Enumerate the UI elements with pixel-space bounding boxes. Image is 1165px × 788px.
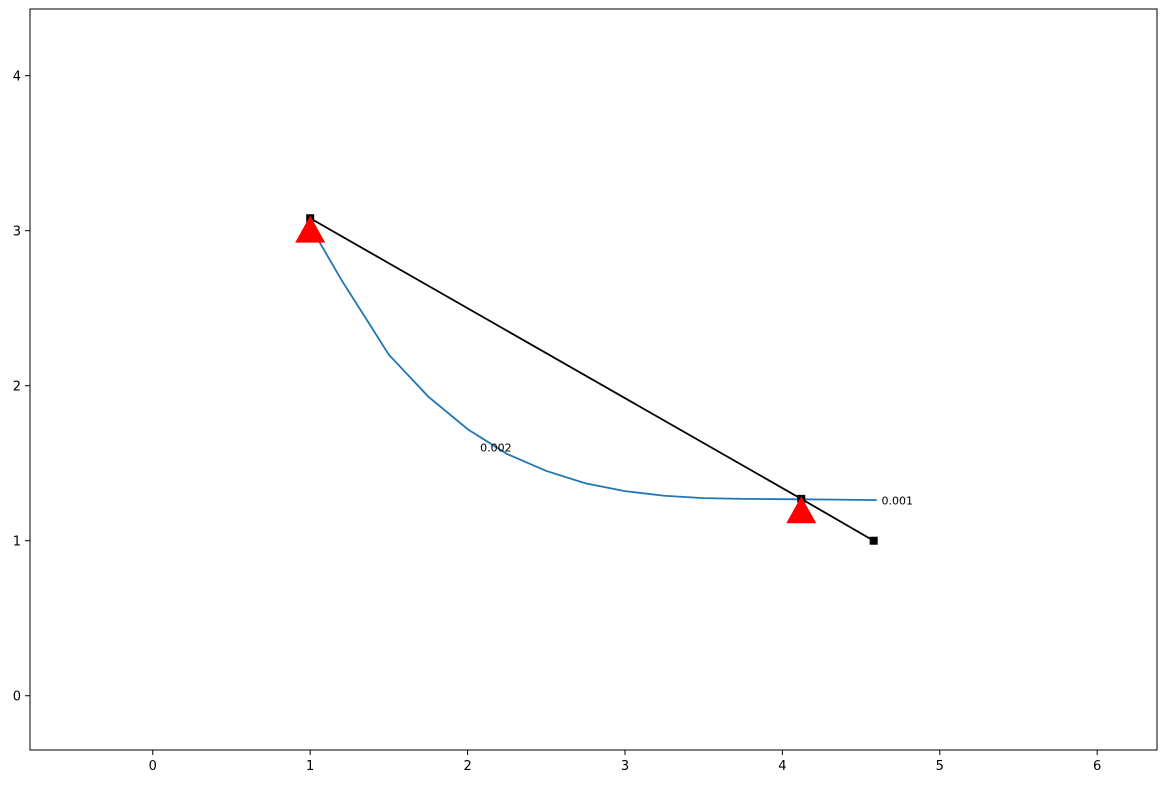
x-tick-label: 1	[306, 759, 314, 774]
plot-frame	[29, 8, 1158, 751]
x-tick-label: 6	[1093, 759, 1101, 774]
series-line	[309, 217, 875, 542]
x-tick-label: 2	[463, 759, 471, 774]
series-line	[309, 225, 877, 502]
y-tick-label: 4	[13, 70, 21, 85]
y-tick-label: 2	[13, 380, 21, 395]
x-tick-label: 3	[621, 759, 629, 774]
x-tick-label: 4	[778, 759, 786, 774]
annotation: 0.002	[480, 442, 512, 455]
support-marker	[786, 496, 817, 524]
annotation: 0.001	[882, 494, 914, 507]
support-marker	[295, 215, 326, 243]
x-tick-label: 5	[936, 759, 944, 774]
y-tick-label: 0	[13, 690, 21, 705]
x-tick-label: 0	[149, 759, 157, 774]
node-marker	[869, 536, 878, 545]
y-tick-label: 3	[13, 225, 21, 240]
y-tick-label: 1	[13, 535, 21, 550]
